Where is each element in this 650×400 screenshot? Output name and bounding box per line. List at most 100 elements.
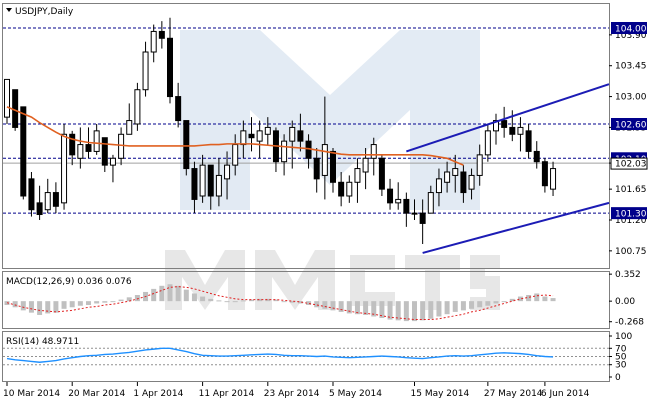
macd-histogram-bar	[257, 298, 263, 302]
level-label: 101.30	[615, 210, 647, 220]
macd-histogram-bar	[159, 285, 165, 302]
trend-channel-lower	[422, 201, 610, 254]
current-price-box	[610, 157, 648, 170]
candle-bearish	[330, 150, 336, 183]
macd-histogram-bar	[273, 299, 279, 302]
x-tick-label: 27 May 2014	[484, 389, 543, 399]
macd-histogram-bar	[151, 288, 157, 302]
candle-bearish	[403, 198, 410, 214]
y-tick-label: 101.65	[615, 185, 647, 195]
macd-histogram-bar	[249, 299, 254, 302]
macd-histogram-bar	[53, 301, 59, 313]
candle-bearish	[533, 150, 540, 163]
rsi-tick-label: 0	[615, 373, 621, 383]
macd-histogram-bar	[110, 301, 116, 303]
price-title: USDJPY,Daily	[15, 7, 74, 17]
macd-histogram-bar	[94, 301, 100, 304]
macd-histogram-bar	[175, 285, 181, 302]
candle-bullish	[240, 130, 247, 146]
macd-title: MACD(12,26,9) 0.036 0.076	[6, 277, 132, 287]
rsi-tick-label: 30	[615, 361, 627, 371]
candle-bullish	[44, 192, 51, 211]
candle-bearish	[378, 157, 385, 190]
candle-bearish	[175, 96, 182, 122]
macd-histogram-bar	[330, 301, 336, 311]
candle-bearish	[28, 178, 35, 211]
macd-histogram-bar	[534, 293, 540, 302]
x-tick-label: 20 Mar 2014	[68, 389, 125, 399]
macd-histogram-bar	[477, 301, 483, 308]
y-tick-label: 100.75	[615, 247, 647, 257]
candle-bullish	[427, 192, 434, 214]
macd-histogram-bar	[412, 301, 417, 322]
macd-histogram-bar	[28, 301, 34, 313]
macd-histogram-bar	[338, 301, 344, 312]
trend-channel-upper	[406, 83, 610, 153]
macd-tick-label: 0.00	[615, 297, 635, 307]
macd-histogram-bar	[118, 299, 124, 302]
candle-bullish	[321, 144, 328, 176]
macd-histogram-bar	[436, 301, 442, 317]
candle-bullish	[142, 51, 149, 91]
candle-bullish	[281, 140, 288, 163]
macd-histogram-bar	[460, 301, 466, 311]
candle-bullish	[370, 144, 377, 159]
candle-bearish	[69, 133, 76, 156]
macd-histogram-bar	[20, 301, 26, 311]
candle-bullish	[109, 157, 116, 166]
candle-bullish	[134, 89, 141, 125]
candle-bearish	[338, 181, 345, 197]
candle-bullish	[517, 126, 524, 135]
macd-tick-label: 0.352	[615, 270, 641, 280]
dropdown-triangle-icon[interactable]	[6, 8, 12, 12]
candle-bearish	[501, 120, 508, 128]
candle-bearish	[20, 106, 27, 197]
macd-histogram-bar	[501, 301, 507, 303]
macd-histogram-bar	[232, 301, 238, 303]
candle-bullish	[215, 174, 222, 197]
macd-histogram-bar	[403, 301, 409, 322]
macd-histogram-bar	[12, 301, 18, 308]
macd-histogram-bar	[363, 301, 369, 315]
rsi-tick-label: 50	[615, 353, 627, 363]
candle-bullish	[126, 120, 133, 135]
moving-average-line	[6, 106, 464, 166]
candle-bullish	[493, 120, 499, 132]
candle-bullish	[354, 168, 361, 183]
macd-histogram-bar	[379, 301, 385, 319]
macd-histogram-bar	[265, 298, 271, 302]
candle-bearish	[248, 133, 255, 139]
macd-histogram-bar	[45, 301, 51, 314]
candle-bearish	[419, 212, 426, 224]
macd-histogram-bar	[444, 301, 450, 315]
candle-bullish	[232, 144, 239, 166]
candle-bullish	[118, 133, 125, 159]
macd-histogram-bar	[346, 301, 352, 314]
candle-bullish	[435, 178, 442, 194]
candle-bullish	[444, 171, 451, 183]
level-label: 102.60	[615, 121, 647, 131]
candle-bearish	[12, 89, 19, 128]
macd-histogram-bar	[550, 298, 556, 302]
macd-histogram-bar	[517, 296, 523, 302]
candle-bullish	[93, 130, 100, 152]
macd-histogram-bar	[289, 301, 295, 303]
macd-histogram-bar	[69, 301, 75, 308]
macd-histogram-bar	[306, 301, 312, 305]
current-price-label: 102.03	[615, 160, 647, 170]
candle-bullish	[411, 212, 418, 215]
macd-histogram-bar	[200, 296, 206, 302]
candle-bullish	[476, 154, 483, 176]
macd-histogram-bar	[322, 301, 328, 309]
macd-histogram-bar	[395, 301, 401, 321]
macd-histogram-bar	[37, 301, 43, 315]
candle-bearish	[509, 126, 516, 135]
candle-bullish	[61, 133, 68, 204]
candle-bullish	[199, 164, 206, 197]
x-tick-label: 15 May 2014	[411, 389, 470, 399]
candle-bearish	[158, 30, 165, 39]
candle-bullish	[150, 30, 157, 53]
macd-histogram-bar	[469, 301, 475, 309]
candle-bearish	[183, 120, 190, 170]
candle-bullish	[346, 181, 353, 197]
